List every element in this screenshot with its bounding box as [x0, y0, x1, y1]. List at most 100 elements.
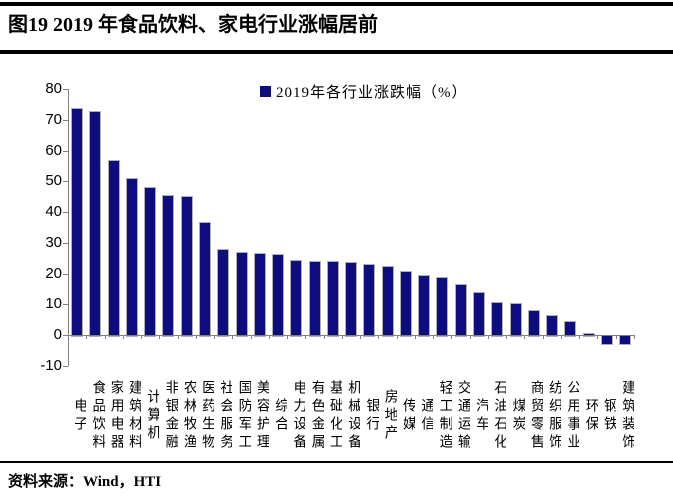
bar-slot [360, 89, 378, 366]
x-axis-line [68, 335, 634, 337]
x-axis-tick [341, 335, 343, 340]
chart-legend: 2019年各行业涨跌幅（%） [260, 81, 468, 102]
x-axis-label: 建筑材料 [127, 380, 142, 452]
x-axis-tick [597, 335, 599, 340]
bar [290, 259, 303, 338]
bar-slot [397, 89, 415, 366]
x-axis-label: 农林牧渔 [181, 380, 196, 452]
bar-slot [86, 89, 104, 366]
figure-title: 图19 2019 年食品饮料、家电行业涨幅居前 [8, 14, 378, 36]
bar [619, 335, 632, 345]
x-axis-label: 通信 [419, 398, 434, 434]
x-axis-label: 医药生物 [200, 380, 215, 452]
x-axis-tick [141, 335, 143, 340]
x-axis-tick [195, 335, 197, 340]
y-axis-tick [63, 119, 68, 121]
y-axis-tick [63, 150, 68, 152]
bar [125, 178, 138, 338]
bar [454, 283, 467, 338]
x-axis-tick [287, 335, 289, 340]
title-divider [0, 50, 673, 54]
x-axis-tick [86, 335, 88, 340]
bar [89, 110, 102, 338]
y-axis-tick [63, 273, 68, 275]
bar [180, 196, 193, 338]
x-axis-tick [214, 335, 216, 340]
x-axis-label: 基础化工 [327, 380, 342, 452]
x-axis-tick [232, 335, 234, 340]
y-axis-label: 0 [53, 326, 62, 344]
x-axis-tick [177, 335, 179, 340]
bar-slot [452, 89, 470, 366]
y-axis-label: 40 [45, 203, 62, 221]
bar-slot [287, 89, 305, 366]
bar-slot [598, 89, 616, 366]
y-axis-label: 20 [45, 264, 62, 282]
x-axis-label: 家用电器 [108, 380, 123, 452]
x-axis-tick [615, 335, 617, 340]
x-axis-label: 美容护理 [254, 380, 269, 452]
bar-slot [433, 89, 451, 366]
x-axis-label: 社会服务 [218, 380, 233, 452]
x-axis-label: 石油石化 [492, 380, 507, 452]
x-axis-tick [378, 335, 380, 340]
bar-slot [159, 89, 177, 366]
y-axis-label: 30 [45, 233, 62, 251]
x-axis-tick [323, 335, 325, 340]
bar-chart-plot [63, 89, 635, 367]
bar-slot [616, 89, 634, 366]
y-axis-tick [63, 366, 68, 367]
x-axis-tick [414, 335, 416, 340]
bar-slot [141, 89, 159, 366]
x-axis-label: 商贸零售 [528, 380, 543, 452]
x-axis-label: 钢铁 [601, 398, 616, 434]
bar [235, 252, 248, 338]
bar [546, 315, 559, 338]
bar-slot [68, 89, 86, 366]
y-axis-label: 10 [45, 295, 62, 313]
x-axis-tick [396, 335, 398, 340]
bar-slot [470, 89, 488, 366]
bar [491, 301, 504, 338]
x-axis-label: 综合 [273, 398, 288, 434]
bar [600, 335, 613, 345]
x-axis-tick [469, 335, 471, 340]
x-axis-tick [250, 335, 252, 340]
x-axis-tick [159, 335, 161, 340]
x-axis-tick [268, 335, 270, 340]
bar-slot [269, 89, 287, 366]
bar-slot [251, 89, 269, 366]
bar [363, 264, 376, 338]
x-axis-label: 汽车 [474, 398, 489, 434]
bar-slot [379, 89, 397, 366]
bar [399, 271, 412, 338]
bar [381, 265, 394, 338]
bar-slot [543, 89, 561, 366]
y-axis-label: -10 [40, 357, 62, 374]
x-axis-label: 交通运输 [455, 380, 470, 452]
bar [509, 302, 522, 338]
x-axis-tick [634, 335, 635, 340]
x-axis-tick [433, 335, 435, 340]
x-axis-label: 机械设备 [346, 380, 361, 452]
y-axis-tick [63, 89, 68, 90]
x-axis-tick [360, 335, 362, 340]
x-axis-label: 非银金融 [163, 380, 178, 452]
bar-slot [342, 89, 360, 366]
bar-slot [415, 89, 433, 366]
bar [308, 260, 321, 338]
bar [107, 159, 120, 338]
bar-slot [488, 89, 506, 366]
x-axis-label: 计算机 [145, 389, 160, 443]
x-axis-label: 银行 [364, 398, 379, 434]
bar-slot [232, 89, 250, 366]
bar [418, 274, 431, 338]
bar-slot [178, 89, 196, 366]
x-axis-label: 电子 [72, 398, 87, 434]
x-axis-label: 纺织服饰 [547, 380, 562, 452]
bar-series [68, 89, 634, 366]
x-axis-label: 建筑装饰 [620, 380, 635, 452]
x-axis-tick [305, 335, 307, 340]
x-axis-tick [579, 335, 581, 340]
bar [253, 253, 266, 338]
